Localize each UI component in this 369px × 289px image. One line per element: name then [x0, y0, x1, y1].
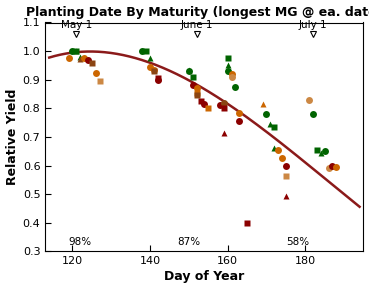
Y-axis label: Relative Yield: Relative Yield: [6, 89, 18, 185]
Title: Planting Date By Maturity (longest MG @ ea. date): Planting Date By Maturity (longest MG @ …: [26, 5, 369, 18]
Text: 87%: 87%: [177, 237, 200, 247]
Text: 98%: 98%: [69, 237, 92, 247]
Text: June 1: June 1: [180, 20, 213, 30]
Text: May 1: May 1: [61, 20, 92, 30]
Text: 58%: 58%: [286, 237, 309, 247]
Text: July 1: July 1: [299, 20, 327, 30]
X-axis label: Day of Year: Day of Year: [164, 271, 245, 284]
